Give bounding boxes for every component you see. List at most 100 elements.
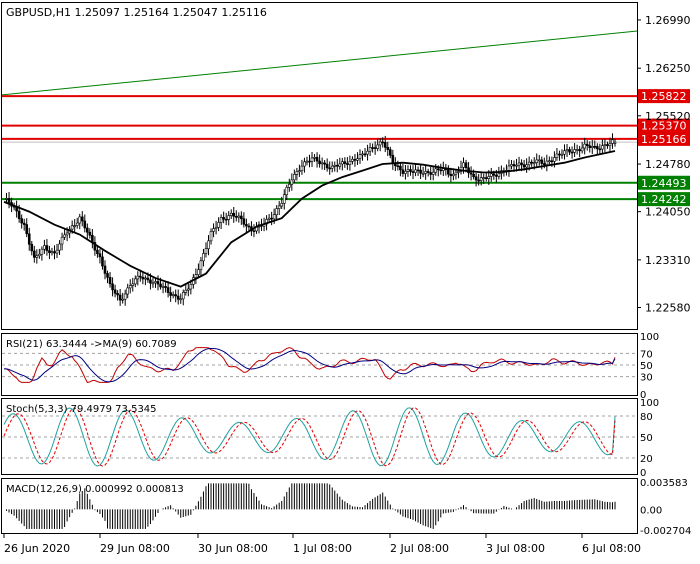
candle-body [611,139,614,144]
y-tick-label-5: 1.23310 [645,254,691,267]
candle-body [181,292,185,300]
candle-body [411,171,415,173]
candle-body [426,171,430,173]
candle-body [229,212,233,216]
candle-body [272,214,276,220]
candle-body [60,236,64,245]
macd-tick-0: 0.003583 [640,478,688,489]
candle-body [580,147,584,152]
candle-body [510,164,513,167]
candle-body [303,161,306,167]
candle-body [424,171,427,174]
stoch-tick-4: 0 [640,468,646,479]
candle-body [608,143,612,147]
candle-body [495,174,498,177]
candle-body [174,294,177,297]
stoch-k-line [3,407,616,467]
candle-body [429,172,432,175]
candle-body [335,164,339,167]
candle-body [479,177,483,181]
candle-body [194,274,198,278]
candle-body [58,243,61,251]
main-header: GBPUSD,H1 1.25097 1.25164 1.25047 1.2511… [6,6,267,19]
candle-body [543,163,546,165]
candle-body [207,240,210,249]
candle-body [525,164,528,168]
candle-body [290,179,294,185]
candle-body [96,249,99,254]
candle-body [358,154,362,160]
candle-body [323,162,326,165]
candle-body [474,176,478,181]
y-tick-label-1: 1.26250 [645,62,691,75]
rsi-tick-2: 50 [640,361,653,372]
candle-body [237,215,241,218]
candle-body [512,164,516,167]
candle-body [212,228,215,232]
candle-body [325,163,329,169]
level-label-0: 1.25822 [641,90,687,103]
candle-body [141,276,145,280]
macd-tick-1: 0.00 [640,505,662,516]
candle-body [328,167,331,170]
candle-body [452,173,455,177]
candle-body [363,153,367,156]
candle-body [275,208,278,215]
candle-body [118,294,122,301]
trendline[interactable] [1,30,638,96]
candle-body [356,158,359,161]
y-tick-label-2: 1.25520 [645,110,691,123]
candle-body [489,173,493,177]
candle-body [343,161,347,164]
candle-body [45,245,49,251]
candle-body [436,168,440,171]
candle-body [346,163,349,165]
candle-body [98,253,102,258]
candle-body [209,231,213,242]
candle-body [414,169,417,173]
candle-body [17,210,21,219]
candle-body [399,165,402,171]
candle-body [222,217,225,220]
candle-body [282,194,286,204]
macd-header: MACD(12,26,9) 0.000992 0.000813 [6,484,184,495]
candle-body [535,159,539,163]
candle-body [305,160,309,163]
rsi-tick-4: 0 [640,390,646,401]
candle-body [219,217,223,223]
candle-body [472,173,475,178]
candle-body [376,144,379,149]
candle-body [48,250,51,254]
candle-body [396,165,400,168]
candle-body [527,161,531,166]
candle-body [477,179,480,182]
candle-body [555,153,559,158]
candle-body [7,198,11,203]
level-tag-2 [638,131,690,146]
level-tag-3 [638,175,690,190]
candle-body [179,298,183,301]
candle-body [242,218,246,225]
candle-body [462,162,465,168]
rsi-tick-3: 30 [640,373,653,384]
x-tick-label-2: 30 Jun 08:00 [198,542,268,555]
rsi-header: RSI(21) 63.3444 ->MA(9) 60.7089 [6,339,177,350]
candle-body [421,172,425,175]
candle-body [315,156,319,162]
candle-body [156,281,160,285]
candle-body [353,158,357,161]
candle-body [121,298,124,301]
level-tag-4 [638,192,690,207]
candle-body [113,289,117,294]
candle-body [537,159,541,162]
candle-body [361,153,364,156]
candle-body [515,164,518,167]
candle-body [234,216,238,218]
candle-body [454,171,458,175]
candle-body [439,169,443,172]
candle-body [378,141,382,146]
candle-body [22,222,26,225]
stoch-d-line [3,407,616,467]
candle-body [368,147,372,152]
